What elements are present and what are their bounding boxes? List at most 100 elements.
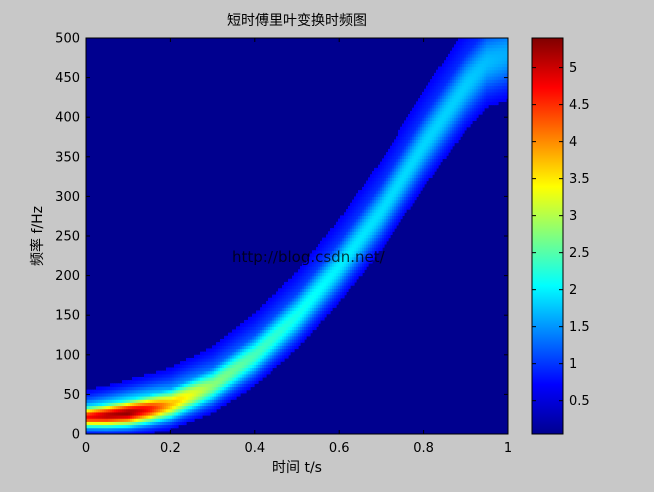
heatmap-cell (500, 57, 503, 61)
heatmap-cell (102, 386, 105, 391)
heatmap-cell (418, 120, 421, 125)
heatmap-cell (454, 76, 457, 80)
heatmap-cell (106, 386, 109, 391)
heatmap-cell (124, 414, 127, 419)
heatmap-cell (170, 399, 173, 403)
heatmap-cell (418, 136, 421, 140)
heatmap-cell (396, 142, 399, 147)
heatmap-cell (106, 430, 109, 434)
heatmap-cell (466, 114, 469, 118)
heatmap-cell (288, 351, 291, 356)
heatmap-cell (454, 120, 457, 125)
heatmap-cell (298, 285, 301, 289)
heatmap-cell (472, 98, 475, 102)
heatmap-cell (388, 180, 391, 185)
heatmap-cell (444, 126, 447, 131)
heatmap-cell (138, 380, 141, 384)
heatmap-cell (362, 259, 365, 264)
heatmap-cell (132, 395, 135, 400)
heatmap-cell (428, 85, 431, 90)
heatmap-cell (488, 57, 491, 61)
heatmap-cell (358, 209, 361, 213)
heatmap-cell (456, 114, 459, 118)
heatmap-cell (430, 98, 433, 102)
heatmap-cell (174, 383, 177, 388)
heatmap-cell (458, 126, 461, 131)
heatmap-cell (444, 69, 447, 74)
heatmap-cell (380, 209, 383, 213)
heatmap-cell (458, 38, 461, 42)
heatmap-cell (342, 285, 345, 289)
heatmap-cell (484, 79, 487, 83)
heatmap-cell (364, 209, 367, 213)
heatmap-cell (106, 421, 109, 426)
heatmap-cell (378, 221, 381, 226)
heatmap-cell (296, 300, 299, 305)
heatmap-cell (96, 389, 99, 394)
heatmap-cell (138, 399, 141, 403)
heatmap-cell (314, 326, 317, 331)
heatmap-cell (262, 367, 265, 372)
heatmap-cell (504, 60, 507, 64)
heatmap-cell (286, 281, 289, 286)
heatmap-cell (172, 389, 175, 394)
heatmap-cell (416, 120, 419, 125)
heatmap-cell (212, 345, 215, 350)
heatmap-cell (404, 123, 407, 128)
heatmap-cell (190, 376, 193, 381)
heatmap-cell (442, 148, 445, 153)
heatmap-cell (446, 114, 449, 118)
heatmap-cell (286, 326, 289, 331)
heatmap-cell (214, 380, 217, 384)
heatmap-cell (178, 383, 181, 388)
heatmap-cell (482, 88, 485, 93)
heatmap-cell (372, 190, 375, 194)
heatmap-cell (258, 332, 261, 337)
heatmap-cell (338, 218, 341, 223)
heatmap-cell (244, 342, 247, 346)
heatmap-cell (210, 405, 213, 410)
heatmap-cell (218, 354, 221, 359)
heatmap-cell (406, 142, 409, 147)
heatmap-cell (156, 421, 159, 426)
heatmap-cell (238, 383, 241, 388)
heatmap-cell (298, 300, 301, 305)
heatmap-cell (136, 399, 139, 403)
heatmap-cell (428, 152, 431, 156)
heatmap-cell (302, 323, 305, 327)
heatmap-cell (370, 174, 373, 178)
heatmap-cell (164, 380, 167, 384)
heatmap-cell (312, 304, 315, 308)
heatmap-cell (422, 95, 425, 99)
heatmap-cell (230, 380, 233, 384)
heatmap-cell (442, 114, 445, 118)
heatmap-cell (272, 338, 275, 343)
heatmap-cell (206, 383, 209, 388)
heatmap-cell (138, 386, 141, 391)
heatmap-cell (366, 199, 369, 204)
heatmap-cell (314, 250, 317, 255)
heatmap-cell (438, 152, 441, 156)
heatmap-cell (476, 69, 479, 74)
heatmap-cell (352, 212, 355, 217)
heatmap-cell (170, 383, 173, 388)
heatmap-cell (418, 110, 421, 115)
heatmap-cell (282, 338, 285, 343)
heatmap-cell (92, 421, 95, 426)
heatmap-cell (214, 395, 217, 400)
heatmap-cell (308, 291, 311, 296)
heatmap-cell (500, 47, 503, 52)
heatmap-cell (302, 335, 305, 340)
heatmap-cell (396, 148, 399, 153)
heatmap-cell (432, 171, 435, 175)
heatmap-cell (320, 243, 323, 248)
heatmap-cell (114, 392, 117, 397)
heatmap-cell (474, 76, 477, 80)
heatmap-cell (386, 155, 389, 159)
heatmap-cell (494, 76, 497, 80)
heatmap-cell (308, 288, 311, 293)
heatmap-cell (402, 136, 405, 140)
heatmap-cell (166, 408, 169, 413)
heatmap-cell (260, 319, 263, 324)
heatmap-cell (140, 386, 143, 391)
